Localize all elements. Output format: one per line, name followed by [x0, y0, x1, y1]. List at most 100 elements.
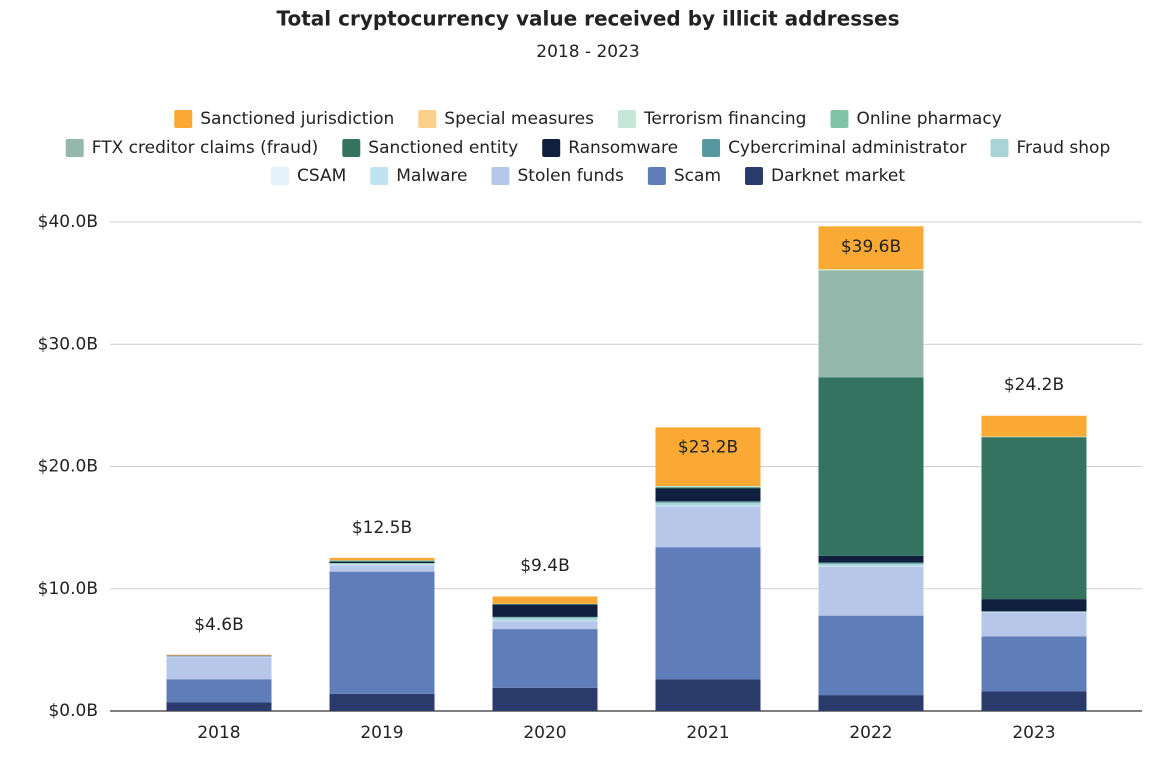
bar-segment — [329, 565, 435, 572]
legend-swatch — [830, 110, 849, 128]
x-tick-label: 2018 — [197, 723, 240, 743]
legend-swatch — [491, 167, 510, 185]
bar-segment — [329, 563, 435, 565]
bar-segment — [818, 563, 924, 566]
bar-segment — [329, 564, 435, 566]
bar-segment — [329, 560, 435, 562]
y-tick-label: $20.0B — [38, 457, 98, 477]
bar-segment — [818, 377, 924, 556]
bar-segment — [329, 561, 435, 564]
x-tick-label: 2023 — [1012, 723, 1055, 743]
x-tick-label: 2019 — [360, 723, 403, 743]
bar-segment — [166, 655, 272, 657]
legend-label: Ransomware — [568, 138, 678, 158]
bar-segment — [166, 657, 272, 680]
bar-segment — [818, 566, 924, 616]
bar-segment — [818, 270, 924, 378]
legend-swatch — [647, 167, 666, 185]
legend-swatch — [702, 139, 721, 157]
legend-label: Darknet market — [771, 166, 905, 186]
bar-segment — [655, 487, 761, 489]
bar-segment — [981, 436, 1087, 438]
bar-segment — [818, 695, 924, 711]
chart-title: Total cryptocurrency value received by i… — [277, 7, 900, 31]
bar-segment — [492, 604, 598, 605]
legend-swatch — [745, 167, 764, 185]
legend-label: Special measures — [444, 109, 594, 129]
legend-swatch — [990, 139, 1009, 157]
legend-swatch — [370, 167, 389, 185]
bar-segment — [166, 679, 272, 703]
legend-label: Scam — [674, 166, 721, 186]
total-label: $39.6B — [841, 237, 901, 257]
bar-segment — [492, 604, 598, 617]
total-label: $4.6B — [194, 615, 244, 635]
y-tick-label: $40.0B — [38, 212, 98, 232]
y-tick-label: $30.0B — [38, 334, 98, 354]
bar-segment — [981, 612, 1087, 637]
legend-label: CSAM — [297, 166, 346, 186]
x-tick-label: 2020 — [523, 723, 566, 743]
x-tick-label: 2021 — [686, 723, 729, 743]
bar-segment — [981, 636, 1087, 692]
bar-segment — [818, 562, 924, 564]
bar-segment — [981, 611, 1087, 613]
x-tick-label: 2022 — [849, 723, 892, 743]
bar-segment — [492, 616, 598, 618]
bar-segment — [981, 599, 1087, 612]
legend-swatch — [65, 139, 84, 157]
legend-swatch — [617, 110, 636, 128]
bar-segment — [492, 617, 598, 620]
bar-segment — [818, 270, 924, 271]
legend-label: Sanctioned entity — [368, 138, 518, 158]
legend-label: Fraud shop — [1017, 138, 1111, 158]
legend-label: Terrorism financing — [643, 109, 807, 129]
legend-label: Malware — [396, 166, 467, 186]
bar-segment — [981, 437, 1087, 600]
y-tick-label: $10.0B — [38, 579, 98, 599]
bar-segment — [492, 619, 598, 622]
bar-segment — [818, 615, 924, 696]
chart-subtitle: 2018 - 2023 — [536, 42, 639, 62]
bar-segment — [492, 621, 598, 630]
bar-segment — [818, 269, 924, 271]
bar-segment — [492, 629, 598, 688]
bar-segment — [655, 501, 761, 503]
y-tick-label: $0.0B — [48, 701, 98, 721]
bar-segment — [818, 269, 924, 270]
bar-segment — [818, 565, 924, 567]
legend-swatch — [418, 110, 437, 128]
bar-segment — [492, 596, 598, 604]
bar-segment — [492, 687, 598, 711]
bar-segment — [981, 415, 1087, 437]
legend-swatch — [342, 139, 361, 157]
bar-segment — [655, 547, 761, 680]
bar-segment — [818, 555, 924, 563]
bar-segment — [655, 427, 761, 487]
total-label: $12.5B — [352, 518, 412, 538]
bar-segment — [655, 486, 761, 488]
bar-segment — [655, 505, 761, 507]
legend-swatch — [270, 167, 289, 185]
total-label: $9.4B — [520, 556, 570, 576]
bar-segment — [329, 571, 435, 694]
bar-segment — [166, 656, 272, 658]
legend-swatch — [174, 110, 193, 128]
legend-label: Cybercriminal administrator — [728, 138, 966, 158]
legend-swatch — [542, 139, 561, 157]
legend-label: Sanctioned jurisdiction — [200, 109, 394, 129]
bar-segment — [981, 691, 1087, 711]
bar-segment — [655, 679, 761, 711]
bar-segment — [166, 702, 272, 711]
bar-segment — [329, 557, 435, 561]
legend-label: FTX creditor claims (fraud) — [92, 138, 319, 158]
bar-segment — [166, 654, 272, 656]
bar-segment — [329, 693, 435, 711]
legend-label: Stolen funds — [517, 166, 624, 186]
bar-segment — [655, 488, 761, 502]
bar-segment — [655, 502, 761, 506]
bar-segment — [981, 611, 1087, 612]
total-label: $23.2B — [678, 437, 738, 457]
bar-segment — [655, 506, 761, 548]
